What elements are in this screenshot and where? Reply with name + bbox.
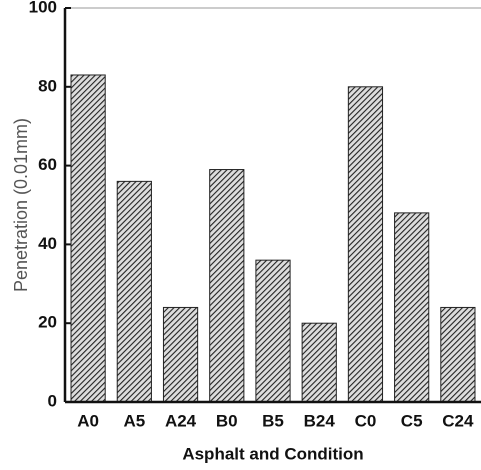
y-tick-label: 60 xyxy=(38,155,57,174)
x-tick-label: C5 xyxy=(401,411,423,430)
x-tick-label: B5 xyxy=(262,411,284,430)
bar xyxy=(209,169,245,403)
bar xyxy=(394,212,430,403)
bar xyxy=(255,259,291,403)
x-axis-label: Asphalt and Condition xyxy=(182,444,363,463)
x-tick-label: C24 xyxy=(442,411,474,430)
x-tick-label: A24 xyxy=(165,411,197,430)
x-tick-label: B0 xyxy=(216,411,238,430)
y-tick-label: 20 xyxy=(38,313,57,332)
bar xyxy=(440,306,476,403)
bar xyxy=(347,86,384,403)
y-tick-label: 40 xyxy=(38,234,57,253)
y-tick-label: 80 xyxy=(38,76,57,95)
x-tick-label: C0 xyxy=(355,411,377,430)
bar xyxy=(162,306,199,403)
y-tick-label: 0 xyxy=(48,391,57,410)
bar xyxy=(301,322,337,403)
bar xyxy=(116,180,152,403)
y-tick-label: 100 xyxy=(29,0,57,16)
x-tick-label: A5 xyxy=(123,411,145,430)
x-tick-label: A0 xyxy=(77,411,99,430)
x-tick-label: B24 xyxy=(304,411,336,430)
y-axis-label: Penetration (0.01mm) xyxy=(11,118,31,292)
bar xyxy=(70,74,106,403)
